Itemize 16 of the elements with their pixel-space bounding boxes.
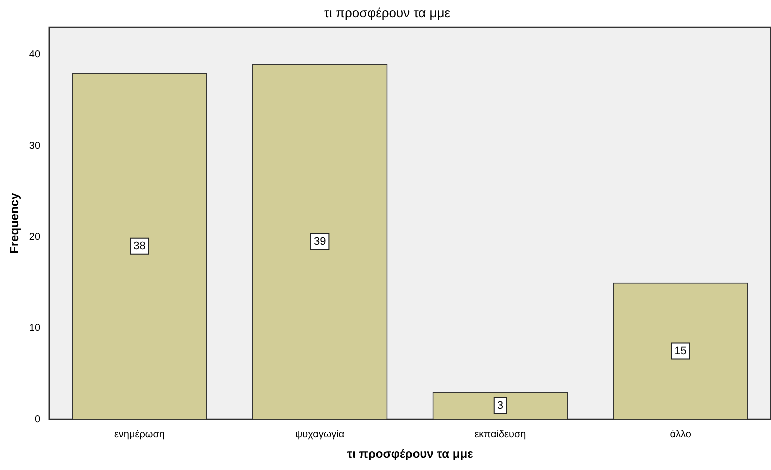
chart-title: τι προσφέρουν τα μμε bbox=[324, 5, 451, 20]
data-label: 38 bbox=[134, 240, 146, 252]
y-tick-label: 20 bbox=[29, 232, 41, 244]
y-tick-label: 40 bbox=[29, 50, 41, 61]
y-tick-label: 30 bbox=[29, 140, 41, 152]
data-label: 15 bbox=[674, 345, 687, 358]
data-label: 39 bbox=[314, 236, 326, 248]
y-tick-label: 0 bbox=[34, 414, 41, 426]
x-tick-label: ενημέρωση bbox=[114, 429, 165, 440]
x-axis-title: τι προσφέρουν τα μμε bbox=[347, 447, 474, 462]
y-tick-label: 10 bbox=[29, 323, 41, 334]
x-tick-label: ψυχαγωγία bbox=[295, 429, 345, 440]
x-tick-label: εκπαίδευση bbox=[474, 429, 526, 440]
x-tick-label: άλλο bbox=[670, 429, 692, 440]
data-label: 3 bbox=[497, 400, 504, 412]
y-axis-title: Frequency bbox=[8, 192, 22, 254]
